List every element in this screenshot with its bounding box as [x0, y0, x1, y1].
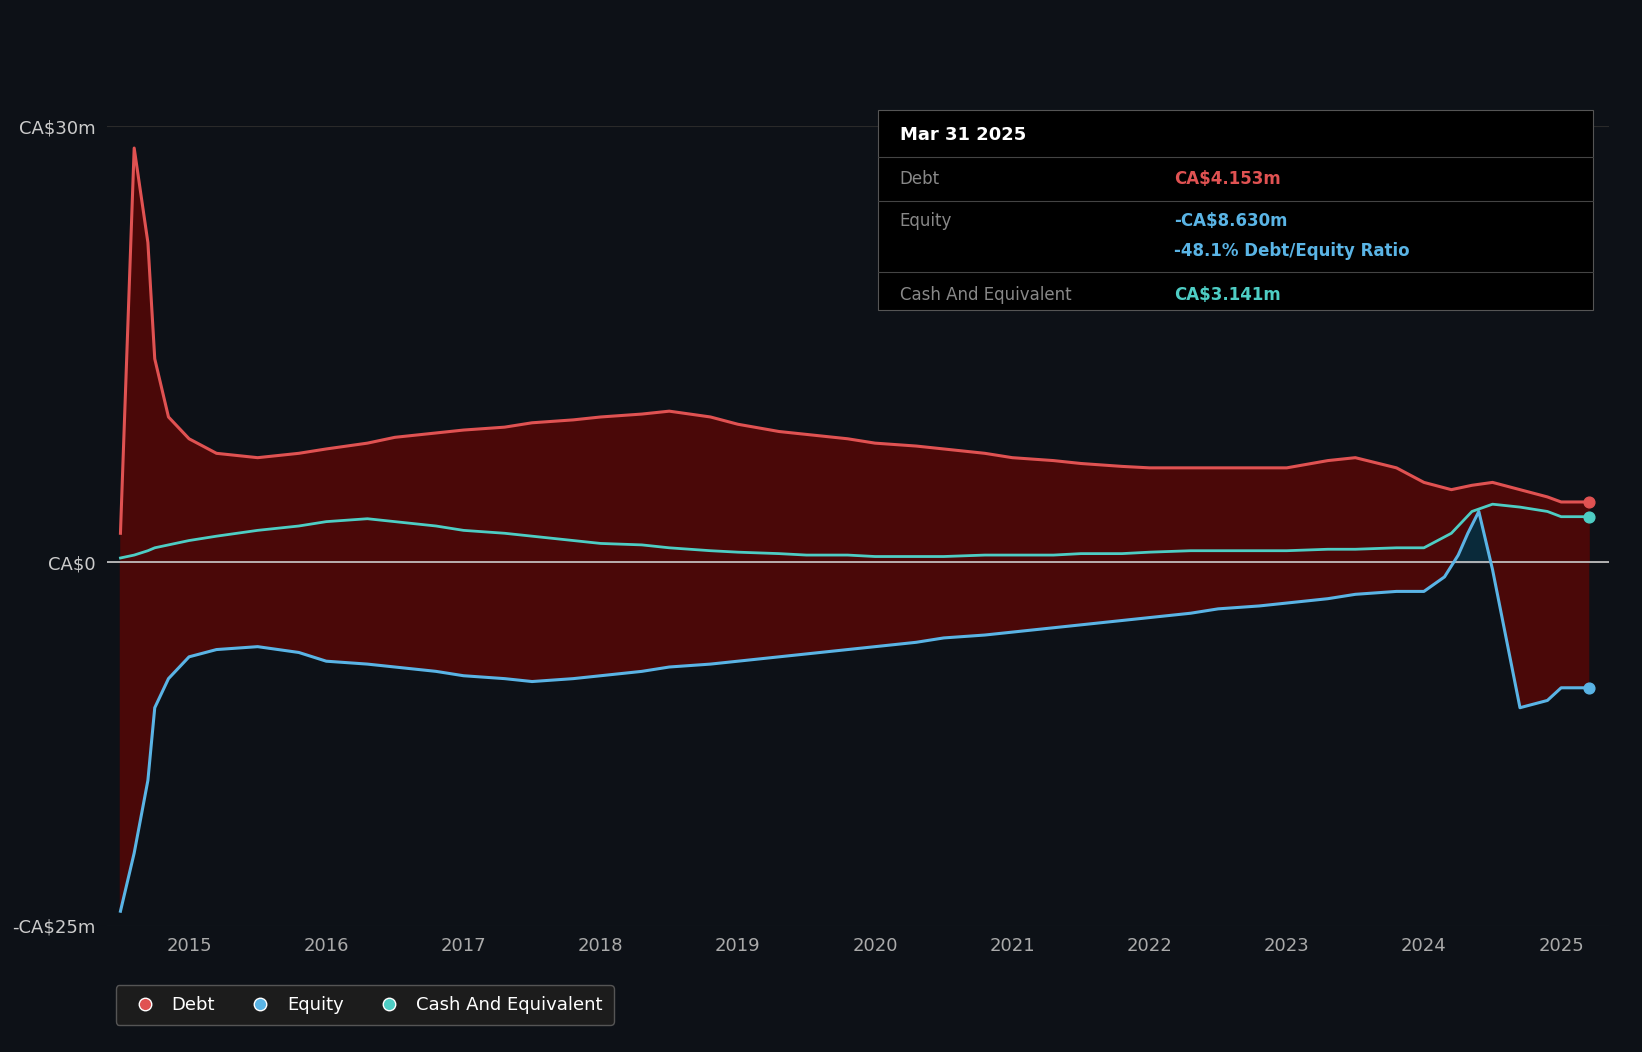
Point	[1575, 508, 1601, 525]
Text: -CA$8.630m: -CA$8.630m	[1174, 213, 1287, 230]
Text: Cash And Equivalent: Cash And Equivalent	[900, 286, 1072, 304]
Text: Debt: Debt	[900, 170, 939, 188]
Point	[1575, 493, 1601, 510]
Point	[1575, 680, 1601, 696]
Text: Equity: Equity	[900, 213, 952, 230]
Text: -48.1% Debt/Equity Ratio: -48.1% Debt/Equity Ratio	[1174, 242, 1409, 260]
Text: CA$4.153m: CA$4.153m	[1174, 170, 1281, 188]
Text: CA$3.141m: CA$3.141m	[1174, 286, 1281, 304]
Text: Mar 31 2025: Mar 31 2025	[900, 126, 1026, 144]
Legend: Debt, Equity, Cash And Equivalent: Debt, Equity, Cash And Equivalent	[115, 985, 614, 1025]
